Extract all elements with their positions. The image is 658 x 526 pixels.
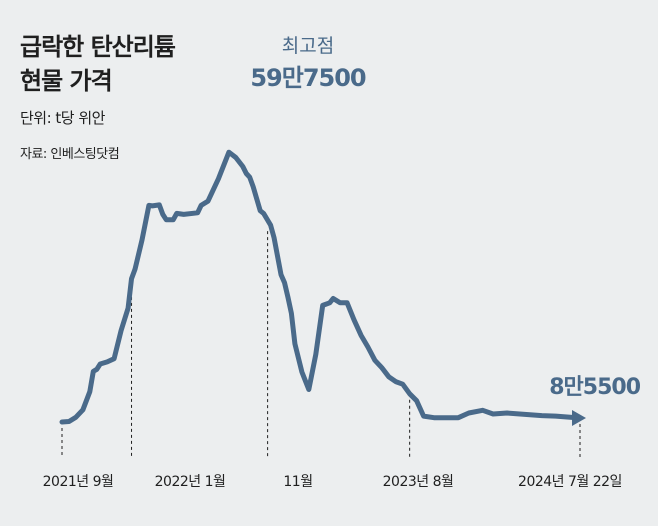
x-tick-label: 2023년 8월 (383, 474, 454, 490)
series-line (59, 149, 583, 425)
end-value-label: 8만5500 (549, 375, 640, 400)
x-tick-label: 2022년 1월 (155, 474, 226, 490)
x-tick-label: 2021년 9월 (43, 474, 114, 490)
x-tick-label: 11월 (283, 474, 312, 490)
title-line-1: 급락한 탄산리튬 (20, 33, 176, 61)
peak-caption: 최고점 (282, 35, 334, 57)
x-tick-label: 2024년 7월 22일 (518, 474, 622, 490)
title-line-2: 현물 가격 (20, 67, 113, 95)
end-arrow-marker (572, 410, 586, 427)
unit-label: 단위: t당 위안 (20, 109, 105, 127)
chart-title: 급락한 탄산리튬 현물 가격 (20, 30, 176, 98)
peak-value-label: 59만7500 (250, 64, 366, 92)
source-label: 자료: 인베스팅닷컴 (20, 147, 120, 162)
